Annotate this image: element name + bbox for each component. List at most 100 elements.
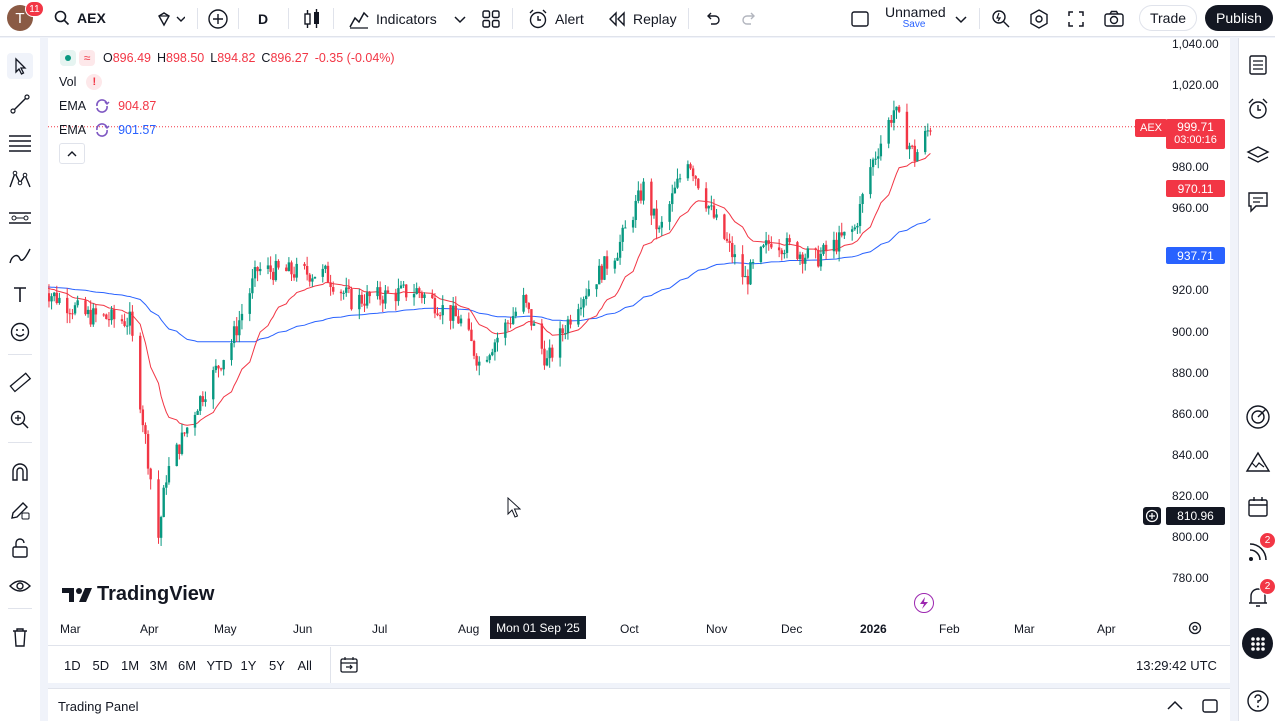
zoom-tool[interactable] (7, 407, 33, 433)
object-tree-button[interactable] (1244, 142, 1272, 170)
calendar-button[interactable] (1244, 493, 1272, 521)
range-button-1m[interactable]: 1M (121, 658, 140, 673)
market-status-icon (60, 50, 76, 66)
candle-body (887, 119, 890, 144)
chart-type-button[interactable] (302, 0, 322, 37)
measure-tool[interactable] (7, 369, 33, 395)
change-value: -0.35 (-0.04%) (314, 51, 395, 65)
brush-tool[interactable] (7, 243, 33, 269)
volume-legend[interactable]: Vol ! (59, 74, 103, 90)
range-button-5y[interactable]: 5Y (269, 658, 285, 673)
fib-tool[interactable] (7, 129, 33, 155)
trend-line-tool[interactable] (7, 91, 33, 117)
undo-button[interactable] (702, 0, 722, 37)
trade-button[interactable]: Trade (1139, 5, 1197, 31)
range-button-3m[interactable]: 3M (149, 658, 168, 673)
indicators-button[interactable]: Indicators (348, 0, 437, 37)
hide-tool[interactable] (7, 573, 33, 599)
compare-dropdown[interactable] (155, 0, 185, 37)
candle-body (926, 130, 930, 132)
candle-body (509, 323, 512, 325)
ideas-stream-button[interactable] (1244, 448, 1272, 476)
drawing-mode-tool[interactable] (7, 497, 33, 523)
magnet-tool[interactable] (7, 459, 33, 485)
emoji-tool[interactable] (7, 319, 33, 345)
templates-button[interactable] (481, 0, 501, 37)
price-chart[interactable] (48, 38, 1230, 645)
candle-body (856, 225, 859, 228)
publish-button[interactable]: Publish (1205, 5, 1273, 31)
rewind-icon (609, 10, 625, 27)
time-axis-settings[interactable] (1187, 620, 1203, 636)
candle-body (673, 187, 677, 194)
alert-button[interactable]: Alert (527, 0, 584, 37)
snapshot-button[interactable] (1103, 0, 1125, 37)
plus-circle-icon (208, 8, 228, 29)
lock-tool[interactable] (7, 535, 33, 561)
range-button-6m[interactable]: 6M (178, 658, 197, 673)
candle-body (814, 248, 817, 250)
add-alert-button[interactable] (1143, 507, 1161, 525)
remove-drawings-button[interactable] (7, 624, 33, 650)
candle-body (603, 256, 606, 280)
candle-body (110, 309, 113, 321)
candle-body (832, 239, 836, 252)
help-button[interactable] (1244, 687, 1272, 715)
pattern-tool[interactable] (7, 167, 33, 193)
technicals-button[interactable] (1244, 403, 1272, 431)
candle-body (295, 263, 298, 278)
trash-icon (13, 628, 27, 647)
text-tool[interactable] (7, 281, 33, 307)
chart-pane[interactable]: ≈ O896.49 H898.50 L894.82 C896.27 -0.35 (-0… (48, 37, 1230, 683)
trading-panel[interactable]: Trading Panel (48, 688, 1230, 721)
range-button-all[interactable]: All (297, 658, 312, 673)
layout-button[interactable] (850, 0, 870, 37)
interval-button[interactable]: D (258, 10, 269, 27)
symbol-search[interactable]: AEX (47, 5, 147, 31)
candle-body (642, 181, 645, 201)
maximize-panel-button[interactable] (1201, 698, 1219, 714)
alerts-panel-button[interactable] (1244, 95, 1272, 123)
layout-dropdown[interactable] (954, 0, 968, 37)
add-symbol-button[interactable] (207, 0, 229, 37)
cursor-tool[interactable] (7, 53, 33, 79)
divider (979, 8, 980, 29)
expand-panel-button[interactable] (1166, 699, 1184, 711)
settings-button[interactable] (1028, 0, 1050, 37)
calendar-icon (1248, 497, 1268, 517)
candle-body (378, 287, 382, 300)
goto-date-button[interactable] (339, 655, 359, 675)
redo-button[interactable] (740, 0, 760, 37)
products-menu-button[interactable] (1242, 628, 1273, 659)
candle-body (73, 305, 77, 314)
ema1-legend[interactable]: EMA 904.87 (59, 98, 156, 114)
quick-search-button[interactable] (990, 0, 1012, 37)
clock[interactable]: 13:29:42 UTC (1136, 658, 1217, 673)
indicators-dropdown[interactable] (453, 0, 467, 37)
candle-body (689, 164, 692, 169)
events-marker[interactable] (914, 593, 934, 613)
candle-body (94, 308, 98, 315)
news-feed-button[interactable] (1244, 538, 1272, 566)
ema2-legend[interactable]: EMA 901.57 (59, 122, 156, 138)
layout-name[interactable]: Unnamed Save (885, 4, 946, 30)
fullscreen-button[interactable] (1066, 0, 1086, 37)
chat-button[interactable] (1244, 188, 1272, 216)
price-tick-label: 920.00 (1172, 283, 1209, 298)
range-button-1d[interactable]: 1D (64, 658, 81, 673)
time-tick-label: 2026 (860, 622, 887, 636)
candle-body (248, 293, 251, 314)
range-button-5d[interactable]: 5D (92, 658, 110, 673)
ohlc-value: 894.82 (217, 51, 256, 65)
candle-body (892, 110, 896, 123)
watchlist-button[interactable] (1244, 51, 1272, 79)
eye-icon (9, 580, 31, 592)
range-button-ytd[interactable]: YTD (206, 658, 233, 673)
replay-button[interactable]: Replay (607, 0, 677, 37)
collapse-legend-button[interactable] (59, 143, 85, 164)
candle-body (50, 296, 53, 302)
settings-hexagon-icon (1030, 8, 1048, 29)
forecast-tool[interactable] (7, 205, 33, 231)
range-button-1y[interactable]: 1Y (240, 658, 257, 673)
undo-icon (707, 12, 720, 25)
